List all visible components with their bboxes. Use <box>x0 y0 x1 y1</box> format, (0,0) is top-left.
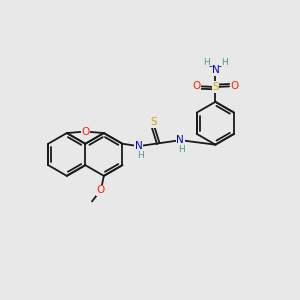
Text: O: O <box>230 81 238 92</box>
Text: N: N <box>135 141 142 151</box>
Text: -: - <box>209 61 213 71</box>
Text: -: - <box>218 61 222 71</box>
Text: S: S <box>150 117 157 127</box>
Text: H: H <box>221 58 228 67</box>
Text: H: H <box>203 58 210 67</box>
Text: H: H <box>178 145 185 154</box>
Text: H: H <box>137 151 144 160</box>
Text: N: N <box>212 65 219 75</box>
Text: S: S <box>212 82 219 92</box>
Text: O: O <box>192 81 200 92</box>
Text: O: O <box>97 185 105 195</box>
Text: N: N <box>176 135 184 145</box>
Text: O: O <box>81 127 89 136</box>
